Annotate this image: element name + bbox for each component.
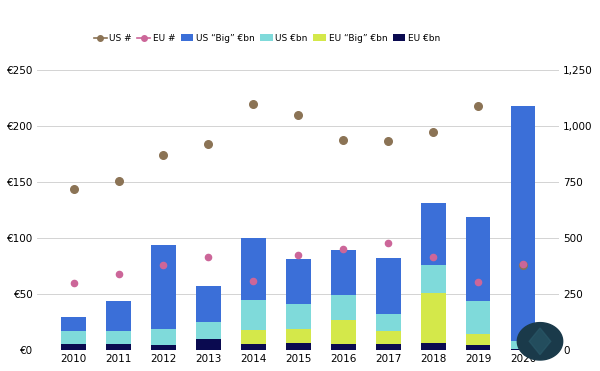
Bar: [466, 334, 490, 345]
Bar: [106, 344, 131, 350]
US #: [69, 186, 79, 192]
US #: [338, 137, 348, 143]
Bar: [466, 345, 490, 350]
Bar: [511, 341, 535, 349]
Bar: [196, 322, 221, 339]
Bar: [331, 250, 356, 295]
Bar: [241, 330, 266, 344]
EU #: [338, 246, 348, 252]
Bar: [286, 259, 311, 304]
Bar: [61, 318, 86, 331]
Bar: [286, 304, 311, 329]
Bar: [376, 331, 401, 344]
Bar: [106, 331, 131, 344]
US #: [293, 112, 303, 118]
Bar: [376, 314, 401, 331]
Bar: [286, 343, 311, 350]
US #: [248, 101, 258, 107]
US #: [518, 262, 528, 268]
EU #: [518, 261, 528, 267]
Bar: [286, 329, 311, 343]
Bar: [421, 203, 446, 265]
Bar: [61, 344, 86, 350]
Bar: [151, 345, 176, 350]
Bar: [61, 331, 86, 344]
Bar: [466, 217, 490, 301]
Bar: [421, 343, 446, 350]
Bar: [511, 349, 535, 350]
US #: [114, 178, 124, 184]
Bar: [241, 299, 266, 330]
Bar: [511, 106, 535, 341]
EU #: [203, 254, 213, 260]
Polygon shape: [517, 323, 563, 360]
Bar: [376, 344, 401, 350]
EU #: [248, 278, 258, 283]
Bar: [241, 238, 266, 299]
EU #: [114, 271, 124, 277]
Bar: [151, 245, 176, 329]
EU #: [158, 262, 168, 268]
Bar: [466, 301, 490, 334]
Bar: [196, 339, 221, 350]
Polygon shape: [529, 328, 551, 355]
Bar: [196, 286, 221, 322]
Bar: [331, 295, 356, 320]
US #: [473, 103, 483, 109]
Bar: [241, 344, 266, 350]
Legend: US #, EU #, US “Big” €bn, US €bn, EU “Big” €bn, EU €bn: US #, EU #, US “Big” €bn, US €bn, EU “Bi…: [90, 30, 444, 46]
Bar: [106, 301, 131, 331]
Bar: [331, 344, 356, 350]
US #: [383, 138, 393, 144]
Bar: [376, 258, 401, 314]
EU #: [69, 280, 79, 286]
EU #: [383, 240, 393, 246]
Bar: [331, 320, 356, 344]
EU #: [473, 279, 483, 285]
US #: [158, 152, 168, 158]
EU #: [428, 254, 438, 260]
US #: [203, 141, 213, 147]
Bar: [151, 329, 176, 345]
Bar: [421, 293, 446, 343]
EU #: [293, 252, 303, 258]
Bar: [421, 265, 446, 293]
US #: [428, 129, 438, 135]
